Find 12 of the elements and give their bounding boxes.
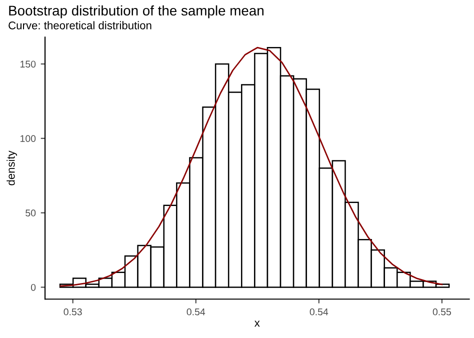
y-tick-label: 50	[26, 210, 36, 216]
chart-title: Bootstrap distribution of the sample mean	[9, 5, 264, 18]
y-tick-label: 0	[30, 284, 36, 291]
y-tick-label: 100	[20, 135, 36, 142]
x-axis-title: x	[254, 320, 260, 327]
y-axis-title: density	[6, 150, 18, 186]
x-tick-label: 0.55	[432, 308, 451, 316]
x-tick-label: 0.53	[64, 308, 82, 316]
x-tick-label: 0.54	[186, 308, 206, 316]
x-tick-label: 0.54	[310, 308, 328, 316]
y-tick-label: 150	[20, 60, 36, 68]
chart-subtitle: Curve: theoretical distribution	[8, 21, 152, 30]
